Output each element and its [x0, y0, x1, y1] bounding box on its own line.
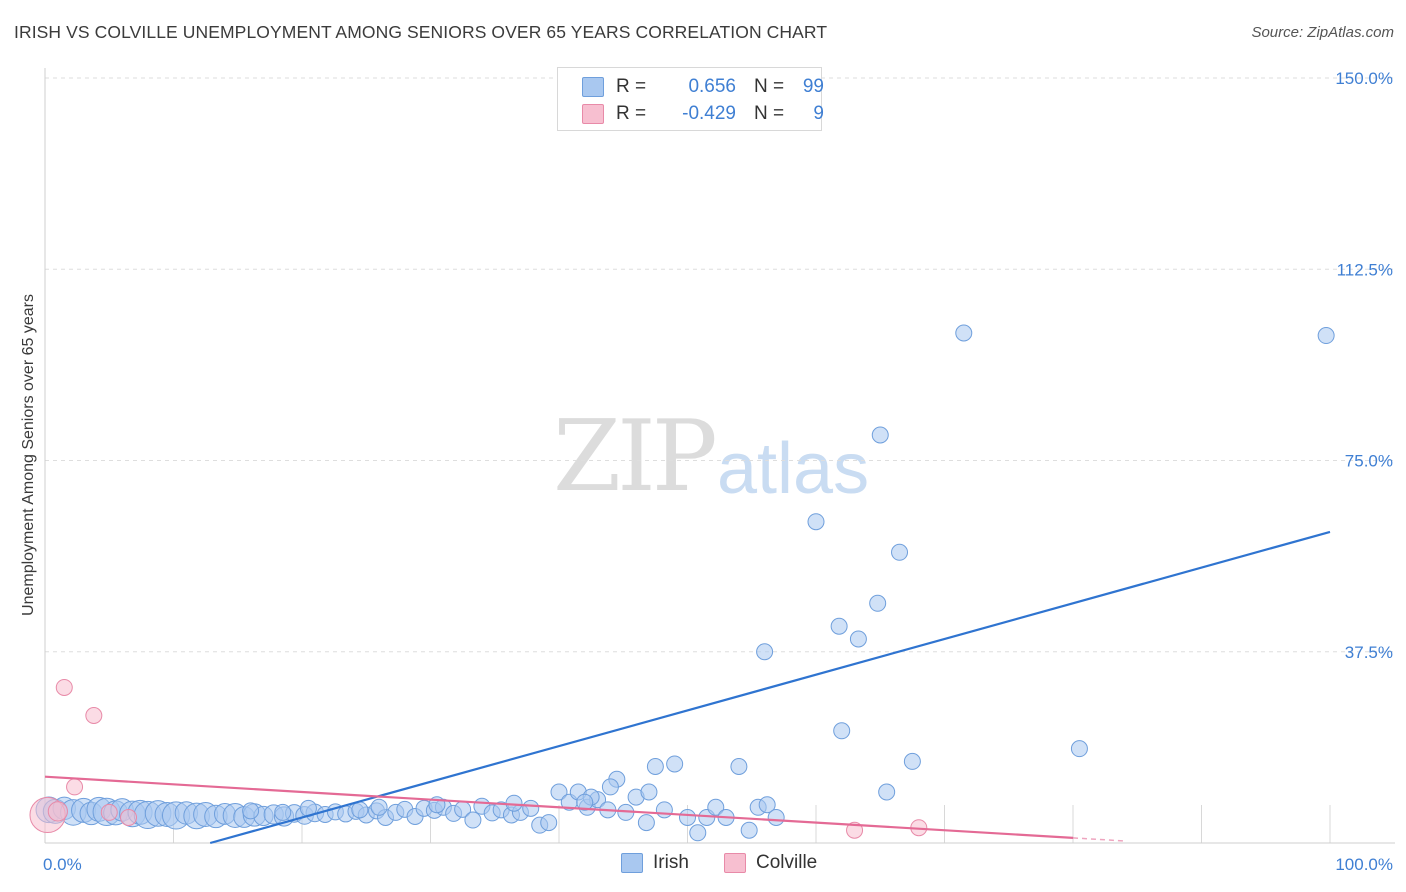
y-axis-label: Unemployment Among Seniors over 65 years	[20, 294, 37, 616]
chart-title: IRISH VS COLVILLE UNEMPLOYMENT AMONG SEN…	[14, 22, 828, 42]
irish-point	[955, 324, 973, 342]
legend-row-colville: R = -0.429 N = 9	[558, 101, 824, 127]
irish-point	[1317, 327, 1335, 345]
watermark-zip: ZIP	[553, 400, 718, 514]
irish-point	[464, 811, 482, 829]
colville-legend-swatch	[724, 853, 746, 873]
irish-point	[807, 513, 825, 531]
irish-point	[242, 802, 260, 820]
irish-point	[646, 758, 664, 775]
irish-point	[903, 752, 921, 770]
irish-point	[849, 630, 867, 648]
irish-point	[679, 809, 696, 826]
irish-point	[878, 783, 896, 801]
colville-point	[47, 801, 68, 822]
irish-point	[640, 783, 658, 801]
irish-point	[871, 426, 889, 444]
colville-point	[100, 803, 118, 821]
x-tick-label: 100.0%	[1335, 855, 1393, 874]
legend-item-irish[interactable]: Irish	[621, 852, 689, 874]
irish-point	[869, 594, 887, 612]
y-tick-label: 75.0%	[1345, 452, 1393, 471]
irish-point	[740, 821, 758, 839]
irish-legend-swatch	[621, 853, 643, 873]
y-tick-label: 150.0%	[1335, 69, 1393, 88]
irish-point	[655, 801, 673, 819]
irish-point	[833, 722, 851, 740]
r-value: 0.656	[688, 76, 736, 97]
irish-point	[707, 798, 725, 816]
stats-legend: R = 0.656 N = 99 R = -0.429 N = 9	[557, 67, 824, 131]
irish-point	[370, 798, 388, 816]
colville-legend-label: Colville	[756, 852, 818, 873]
irish-point	[351, 801, 369, 819]
irish-swatch	[582, 77, 604, 97]
irish-point	[756, 643, 774, 661]
n-value: 9	[813, 103, 824, 124]
irish-point	[758, 796, 776, 814]
irish-point	[666, 755, 684, 773]
irish-point	[689, 824, 707, 842]
colville-point	[85, 707, 103, 724]
irish-point	[522, 799, 540, 817]
irish-point	[601, 778, 619, 796]
y-tick-label: 37.5%	[1345, 643, 1393, 662]
n-label: N =	[754, 76, 785, 97]
irish-legend-label: Irish	[653, 852, 689, 873]
colville-point	[120, 809, 138, 826]
colville-point	[846, 821, 864, 839]
irish-point	[730, 758, 748, 775]
r-value: -0.429	[682, 103, 736, 124]
x-tick-label: 0.0%	[43, 855, 82, 874]
irish-point	[576, 793, 594, 811]
irish-point	[767, 809, 785, 826]
r-label: R =	[616, 103, 647, 124]
irish-point	[637, 814, 655, 832]
irish-point	[540, 814, 558, 832]
n-value: 99	[802, 76, 824, 97]
colville-trend-extension	[1072, 837, 1125, 842]
y-tick-label: 112.5%	[1337, 260, 1393, 279]
legend-row-irish: R = 0.656 N = 99	[558, 74, 824, 100]
r-label: R =	[616, 76, 647, 97]
watermark-atlas: atlas	[717, 429, 870, 509]
colville-point	[66, 778, 84, 796]
irish-trend-line	[209, 530, 1331, 845]
irish-point	[550, 783, 568, 801]
source-credit: Source: ZipAtlas.com	[1251, 24, 1394, 41]
irish-point	[1070, 740, 1088, 758]
irish-point	[830, 617, 848, 635]
irish-point	[274, 803, 292, 821]
colville-swatch	[582, 104, 604, 124]
irish-point	[891, 543, 909, 561]
legend-item-colville[interactable]: Colville	[724, 852, 817, 874]
colville-point	[55, 678, 73, 696]
n-label: N =	[754, 103, 785, 124]
colville-trend-line	[44, 775, 1074, 839]
